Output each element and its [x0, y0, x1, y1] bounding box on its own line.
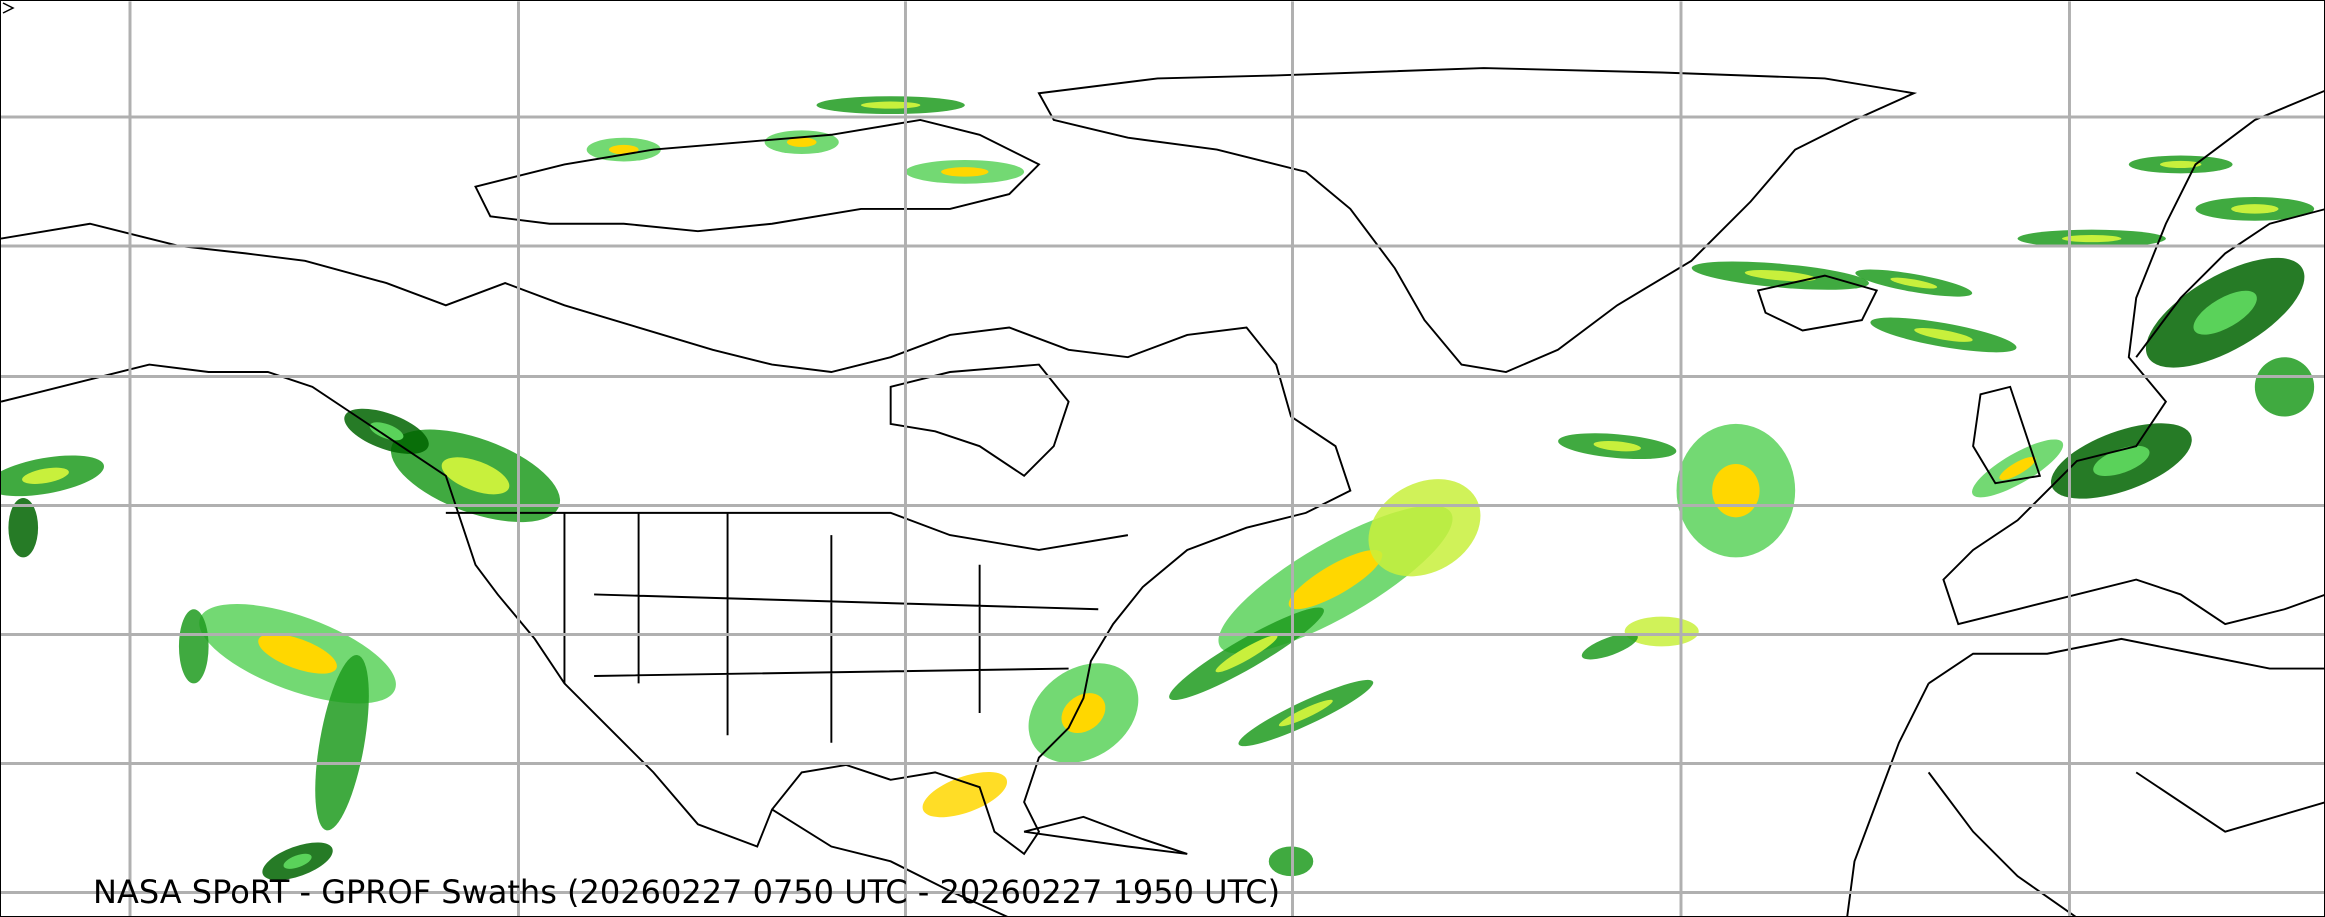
- cuba-outline: [1023, 815, 1188, 855]
- precip-core: [786, 137, 817, 147]
- precip-core: [441, 457, 510, 495]
- precip-core: [1999, 456, 2036, 480]
- precip-core: [1914, 327, 1973, 342]
- precip-swath: [1624, 616, 1699, 647]
- precip-core: [1593, 440, 1641, 452]
- precip-core: [2062, 235, 2122, 243]
- scandinavia-outline: [2135, 208, 2324, 358]
- britain-outline: [1972, 385, 2042, 485]
- precip-core: [2231, 204, 2279, 214]
- iceland-outline: [1756, 274, 1879, 332]
- legend-marker-icon: [2, 2, 15, 14]
- precip-core: [2093, 445, 2150, 477]
- north-america-outline: [1, 222, 1352, 856]
- coastlines: [1, 67, 2324, 916]
- precip-swath: [2254, 357, 2315, 417]
- africa-borders: [1927, 771, 2324, 916]
- precip-core: [2159, 160, 2202, 168]
- precipitation-swaths: [1, 96, 2315, 881]
- map-caption: NASA SPoRT - GPROF Swaths (20260227 0750…: [93, 873, 1281, 911]
- precip-swath: [1581, 633, 1638, 660]
- us-border: [445, 511, 1129, 551]
- precip-core: [861, 101, 921, 109]
- africa-outline: [1846, 637, 2324, 916]
- precip-core: [1890, 277, 1938, 289]
- precip-swath: [178, 609, 209, 684]
- arctic-islands-outline: [474, 118, 1041, 233]
- precip-swath: [8, 498, 39, 558]
- central-america-outline: [771, 808, 1008, 916]
- precip-swath: [315, 655, 369, 831]
- precip-core: [1288, 549, 1383, 610]
- precip-core: [2193, 290, 2257, 335]
- us-states: [563, 512, 1099, 751]
- precip-core: [1215, 635, 1278, 673]
- europe-outline: [1942, 90, 2324, 626]
- precip-core: [608, 144, 639, 155]
- precip-swath: [922, 772, 1008, 818]
- greenland-outline: [1037, 67, 1918, 374]
- hudson-bay-outline: [889, 363, 1070, 478]
- precip-core: [22, 467, 69, 484]
- precip-core: [1061, 693, 1106, 733]
- precip-core: [941, 167, 989, 177]
- precip-core: [283, 853, 312, 869]
- precip-core: [1712, 463, 1760, 518]
- precip-core: [258, 633, 337, 674]
- precip-core: [1744, 269, 1816, 282]
- precip-swath: [1368, 479, 1481, 577]
- precip-core: [369, 422, 404, 441]
